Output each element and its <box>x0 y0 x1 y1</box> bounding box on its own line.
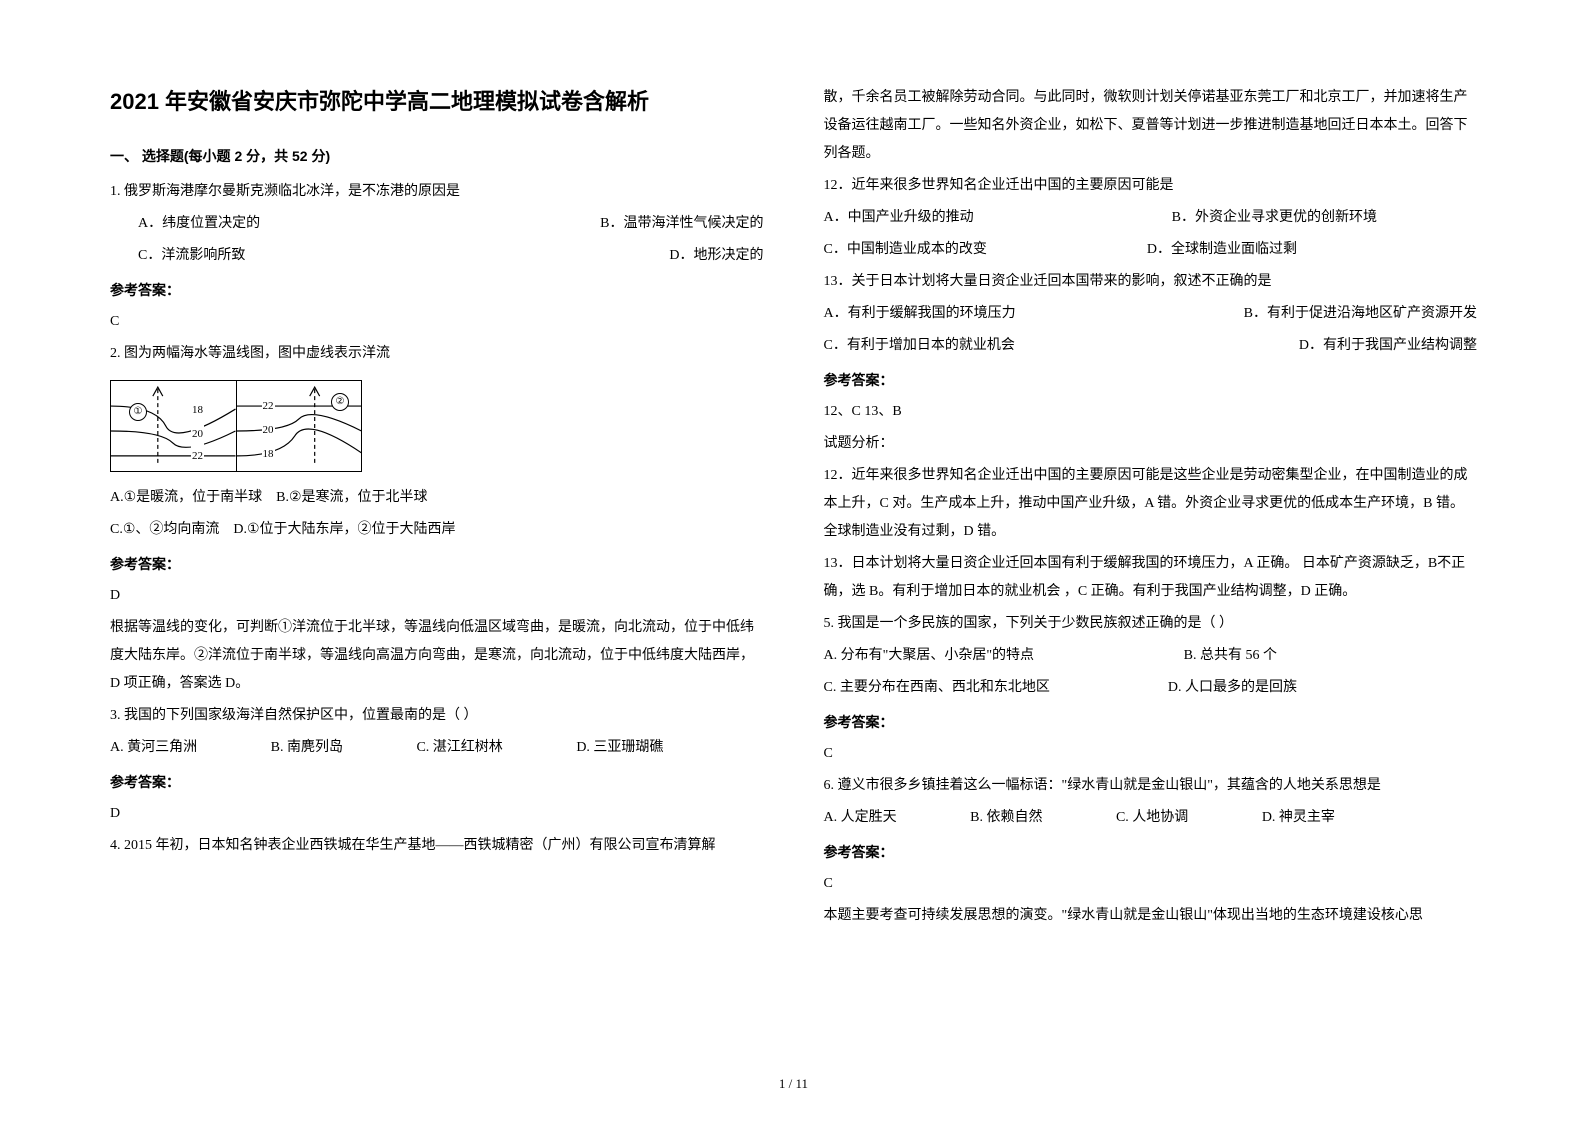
q4-12-opt-d: D．全球制造业面临过剩 <box>1147 236 1297 264</box>
q6-options: A. 人定胜天 B. 依赖自然 C. 人地协调 D. 神灵主宰 <box>824 804 1478 832</box>
q3-stem: 3. 我国的下列国家级海洋自然保护区中，位置最南的是（ ） <box>110 702 764 730</box>
q6-answer: C <box>824 870 1478 898</box>
q4-stem-left: 4. 2015 年初，日本知名钟表企业西铁城在华生产基地——西铁城精密（广州）有… <box>110 832 764 860</box>
q6-opt-a: A. 人定胜天 <box>824 804 897 832</box>
right-column: 散，千余名员工被解除劳动合同。与此同时，微软则计划关停诺基亚东莞工厂和北京工厂，… <box>824 80 1478 1082</box>
q4-analysis-label: 试题分析： <box>824 430 1478 458</box>
page-number: 1 / 11 <box>0 1076 1587 1092</box>
q4-13-opt-a: A．有利于缓解我国的环境压力 <box>824 300 1016 328</box>
q2-temp-20b: 20 <box>262 419 275 441</box>
q4-12-opt-b: B．外资企业寻求更优的创新环境 <box>1172 204 1377 232</box>
q5-row1: A. 分布有"大聚居、小杂居"的特点 B. 总共有 56 个 <box>824 642 1478 670</box>
q2-opt-b: B.②是寒流，位于北半球 <box>276 490 427 505</box>
q4-13-opt-b: B．有利于促进沿海地区矿产资源开发 <box>1244 300 1477 328</box>
q1-opt-c: C．洋流影响所致 <box>138 242 245 270</box>
q2-options-row2: C.①、②均向南流 D.①位于大陆东岸，②位于大陆西岸 <box>110 516 764 544</box>
q2-answer-heading: 参考答案： <box>110 550 764 578</box>
q4-13-row2: C．有利于增加日本的就业机会 D．有利于我国产业结构调整 <box>824 332 1478 360</box>
q1-opt-b: B．温带海洋性气候决定的 <box>600 210 763 238</box>
q2-temp-22a: 22 <box>191 445 204 467</box>
q4-13-opt-d: D．有利于我国产业结构调整 <box>1299 332 1477 360</box>
q3-options: A. 黄河三角洲 B. 南麂列岛 C. 湛江红树林 D. 三亚珊瑚礁 <box>110 734 764 762</box>
q5-row2: C. 主要分布在西南、西北和东北地区 D. 人口最多的是回族 <box>824 674 1478 702</box>
q5-opt-c: C. 主要分布在西南、西北和东北地区 <box>824 674 1050 702</box>
q4-13-stem: 13．关于日本计划将大量日资企业迁回本国带来的影响，叙述不正确的是 <box>824 268 1478 296</box>
q1-answer: C <box>110 308 764 336</box>
left-column: 2021 年安徽省安庆市弥陀中学高二地理模拟试卷含解析 一、 选择题(每小题 2… <box>110 80 764 1082</box>
q1-options-row2: C．洋流影响所致 D．地形决定的 <box>110 242 764 270</box>
q2-temp-20a: 20 <box>191 423 204 445</box>
q6-explain: 本题主要考查可持续发展思想的演变。"绿水青山就是金山银山"体现出当地的生态环境建… <box>824 902 1478 930</box>
q3-opt-c: C. 湛江红树林 <box>416 734 502 762</box>
q5-opt-d: D. 人口最多的是回族 <box>1168 674 1297 702</box>
exam-page: 2021 年安徽省安庆市弥陀中学高二地理模拟试卷含解析 一、 选择题(每小题 2… <box>0 0 1587 1122</box>
q6-stem: 6. 遵义市很多乡镇挂着这么一幅标语："绿水青山就是金山银山"，其蕴含的人地关系… <box>824 772 1478 800</box>
q4-analysis-12: 12．近年来很多世界知名企业迁出中国的主要原因可能是这些企业是劳动密集型企业，在… <box>824 462 1478 546</box>
q4-stem-right: 散，千余名员工被解除劳动合同。与此同时，微软则计划关停诺基亚东莞工厂和北京工厂，… <box>824 84 1478 168</box>
q2-explain: 根据等温线的变化，可判断①洋流位于北半球，等温线向低温区域弯曲，是暖流，向北流动… <box>110 614 764 698</box>
q2-opt-a: A.①是暖流，位于南半球 <box>110 490 262 505</box>
q4-12-row2: C．中国制造业成本的改变 D．全球制造业面临过剩 <box>824 236 1478 264</box>
q2-stem: 2. 图为两幅海水等温线图，图中虚线表示洋流 <box>110 340 764 368</box>
q1-options-row1: A．纬度位置决定的 B．温带海洋性气候决定的 <box>110 210 764 238</box>
q2-temp-22b: 22 <box>262 395 275 417</box>
q5-stem: 5. 我国是一个多民族的国家，下列关于少数民族叙述正确的是（ ） <box>824 610 1478 638</box>
q3-answer: D <box>110 800 764 828</box>
q2-opt-d: D.①位于大陆东岸，②位于大陆西岸 <box>233 522 455 537</box>
q1-opt-d: D．地形决定的 <box>669 242 763 270</box>
q2-diagram-left: ① 18 20 22 <box>111 381 237 471</box>
q2-temp-18b: 18 <box>262 443 275 465</box>
q6-opt-d: D. 神灵主宰 <box>1262 804 1335 832</box>
q3-opt-b: B. 南麂列岛 <box>271 734 343 762</box>
q4-13-row1: A．有利于缓解我国的环境压力 B．有利于促进沿海地区矿产资源开发 <box>824 300 1478 328</box>
q2-label-1: ① <box>129 403 147 421</box>
section-1-heading: 一、 选择题(每小题 2 分，共 52 分) <box>110 142 764 170</box>
q1-answer-heading: 参考答案： <box>110 276 764 304</box>
q4-13-opt-c: C．有利于增加日本的就业机会 <box>824 332 1015 360</box>
q4-12-opt-a: A．中国产业升级的推动 <box>824 204 974 232</box>
q6-opt-b: B. 依赖自然 <box>970 804 1042 832</box>
q3-opt-d: D. 三亚珊瑚礁 <box>576 734 663 762</box>
q5-answer-heading: 参考答案： <box>824 708 1478 736</box>
q4-answers: 12、C 13、B <box>824 398 1478 426</box>
q2-options-row1: A.①是暖流，位于南半球 B.②是寒流，位于北半球 <box>110 484 764 512</box>
q2-label-2: ② <box>331 393 349 411</box>
q2-temp-18a: 18 <box>191 399 204 421</box>
exam-title: 2021 年安徽省安庆市弥陀中学高二地理模拟试卷含解析 <box>110 80 764 124</box>
q3-answer-heading: 参考答案： <box>110 768 764 796</box>
q3-opt-a: A. 黄河三角洲 <box>110 734 197 762</box>
q2-diagram: ① 18 20 22 ② 22 20 18 <box>110 380 362 472</box>
q6-opt-c: C. 人地协调 <box>1116 804 1188 832</box>
q5-opt-a: A. 分布有"大聚居、小杂居"的特点 <box>824 642 1035 670</box>
q2-diagram-right: ② 22 20 18 <box>237 381 362 471</box>
q4-12-stem: 12．近年来很多世界知名企业迁出中国的主要原因可能是 <box>824 172 1478 200</box>
q4-answer-heading: 参考答案： <box>824 366 1478 394</box>
q6-answer-heading: 参考答案： <box>824 838 1478 866</box>
q5-opt-b: B. 总共有 56 个 <box>1184 642 1277 670</box>
q4-12-opt-c: C．中国制造业成本的改变 <box>824 236 987 264</box>
q5-answer: C <box>824 740 1478 768</box>
q4-12-row1: A．中国产业升级的推动 B．外资企业寻求更优的创新环境 <box>824 204 1478 232</box>
q2-answer: D <box>110 582 764 610</box>
q1-opt-a: A．纬度位置决定的 <box>138 210 260 238</box>
q2-opt-c: C.①、②均向南流 <box>110 522 219 537</box>
q4-analysis-13: 13．日本计划将大量日资企业迁回本国有利于缓解我国的环境压力，A 正确。 日本矿… <box>824 550 1478 606</box>
q1-stem: 1. 俄罗斯海港摩尔曼斯克濒临北冰洋，是不冻港的原因是 <box>110 178 764 206</box>
